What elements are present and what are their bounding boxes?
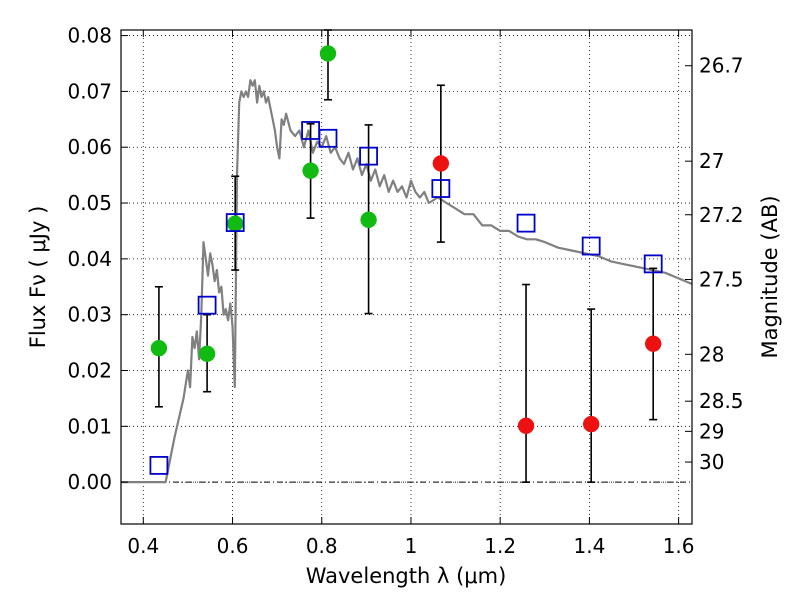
y-tick-label: 0.06 <box>67 135 112 159</box>
y-axis-title: Flux Fν ( μJy ) <box>26 206 50 349</box>
model-photometry-square <box>225 213 245 232</box>
y-tick-labels: 0.00 0.01 0.02 0.03 0.04 0.05 0.06 0.07 0.08 <box>67 24 112 495</box>
y-tick-label: 0.04 <box>67 247 112 271</box>
magnitude-tick-label: 29 <box>699 419 724 443</box>
x-tick-label: 1 <box>405 534 418 558</box>
y-tick-label: 0.07 <box>67 79 112 103</box>
model-photometry-square <box>197 295 217 315</box>
green-data-point <box>226 215 244 232</box>
y-tick-label: 0.00 <box>67 470 112 494</box>
red-data-point <box>582 415 600 433</box>
magnitude-tick-label: 30 <box>699 450 724 474</box>
magnitude-tick-label: 27.5 <box>699 268 744 292</box>
model-photometry-square <box>149 455 169 475</box>
points-layer <box>150 45 662 435</box>
x-tick-label: 0.6 <box>217 534 249 558</box>
magnitude-tick-label: 28.5 <box>699 389 744 413</box>
model-photometry-square <box>643 254 663 274</box>
x-tick-label: 0.4 <box>127 534 159 558</box>
model-spectrum-line <box>121 79 693 484</box>
x-tick-label: 1.6 <box>663 534 695 558</box>
green-data-point <box>198 345 216 363</box>
y-tick-label: 0.03 <box>67 303 112 327</box>
model-spectrum-layer <box>121 79 693 484</box>
plot-frame <box>120 29 693 525</box>
x-tick-label: 1.4 <box>573 534 605 558</box>
squares-layer <box>149 121 663 475</box>
magnitude-tick-label: 28 <box>699 342 724 366</box>
y-tick-label: 0.02 <box>67 358 112 382</box>
magnitude-tick-label: 27 <box>699 149 724 173</box>
model-photometry-square <box>516 213 536 233</box>
x-tick-labels: 0.4 0.6 0.8 1 1.2 1.4 1.6 <box>127 534 694 558</box>
x-tick-label: 0.8 <box>306 534 338 558</box>
axis-ticks <box>121 30 692 524</box>
x-tick-label: 1.2 <box>484 534 516 558</box>
red-data-point <box>517 417 535 435</box>
model-photometry-square <box>431 179 451 198</box>
green-data-point <box>150 339 168 357</box>
magnitude-tick-label: 26.7 <box>699 54 744 78</box>
y-tick-label: 0.05 <box>67 191 112 215</box>
y-tick-label: 0.01 <box>67 414 112 438</box>
model-photometry-square <box>581 236 601 256</box>
red-data-point <box>432 155 450 172</box>
red-data-point <box>644 335 662 352</box>
x-axis-title: Wavelength λ (μm) <box>306 564 507 588</box>
model-photometry-square <box>359 146 378 166</box>
magnitude-tick-label: 27.2 <box>699 203 744 227</box>
green-data-point <box>360 211 377 229</box>
green-data-point <box>319 45 337 62</box>
magnitude-tick-labels: 26.7 27 27.2 27.5 28 28.5 29 30 <box>699 54 744 474</box>
y-tick-label: 0.08 <box>67 24 112 48</box>
green-data-point <box>302 162 319 179</box>
model-photometry-square <box>318 128 338 148</box>
magnitude-axis-title: Magnitude (AB) <box>758 195 782 358</box>
